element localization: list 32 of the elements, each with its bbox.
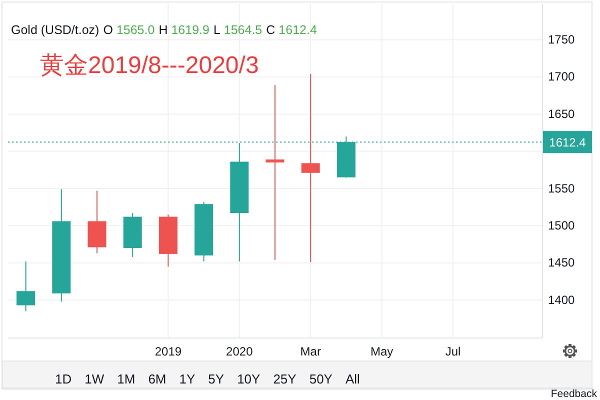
text: Gold (USD/t.oz): [11, 23, 100, 37]
text: 1W: [84, 372, 105, 387]
candlestick: [16, 260, 36, 312]
text: 10Y: [237, 372, 261, 387]
y-tick-label: 1650: [548, 106, 576, 121]
text: 5Y: [208, 372, 224, 387]
y-tick-label: 1750: [548, 32, 576, 47]
text: 50Y: [309, 372, 333, 387]
text: 黄金2019/8---2020/3: [40, 52, 259, 79]
text: 1D: [55, 372, 72, 387]
x-tick-label: 2020: [226, 344, 254, 359]
x-tick-label: Jul: [445, 344, 461, 359]
y-tick-label: 1450: [548, 256, 576, 270]
text: 1M: [117, 372, 136, 387]
text: 6M: [148, 372, 166, 387]
y-tick-label: 1550: [548, 181, 576, 196]
ref-line-label: 1612.4: [549, 135, 586, 150]
candlestick: [266, 84, 284, 260]
annotation: C 1612.4: [266, 23, 317, 37]
annotation: O 1565.0: [103, 23, 155, 37]
y-tick-label: 1500: [548, 218, 576, 233]
text: 25Y: [273, 372, 297, 387]
x-tick-label: 2019: [154, 344, 182, 359]
annotation: H 1619.9: [158, 23, 210, 37]
y-tick-label: 1700: [548, 70, 576, 84]
y-tick-label: 1400: [548, 292, 576, 307]
annotation: L 1564.5: [213, 23, 262, 37]
text: Feedback: [550, 388, 598, 400]
x-tick-label: Mar: [300, 344, 321, 359]
text: 1Y: [179, 372, 196, 387]
x-tick-label: May: [370, 344, 394, 359]
text: All: [345, 372, 360, 387]
